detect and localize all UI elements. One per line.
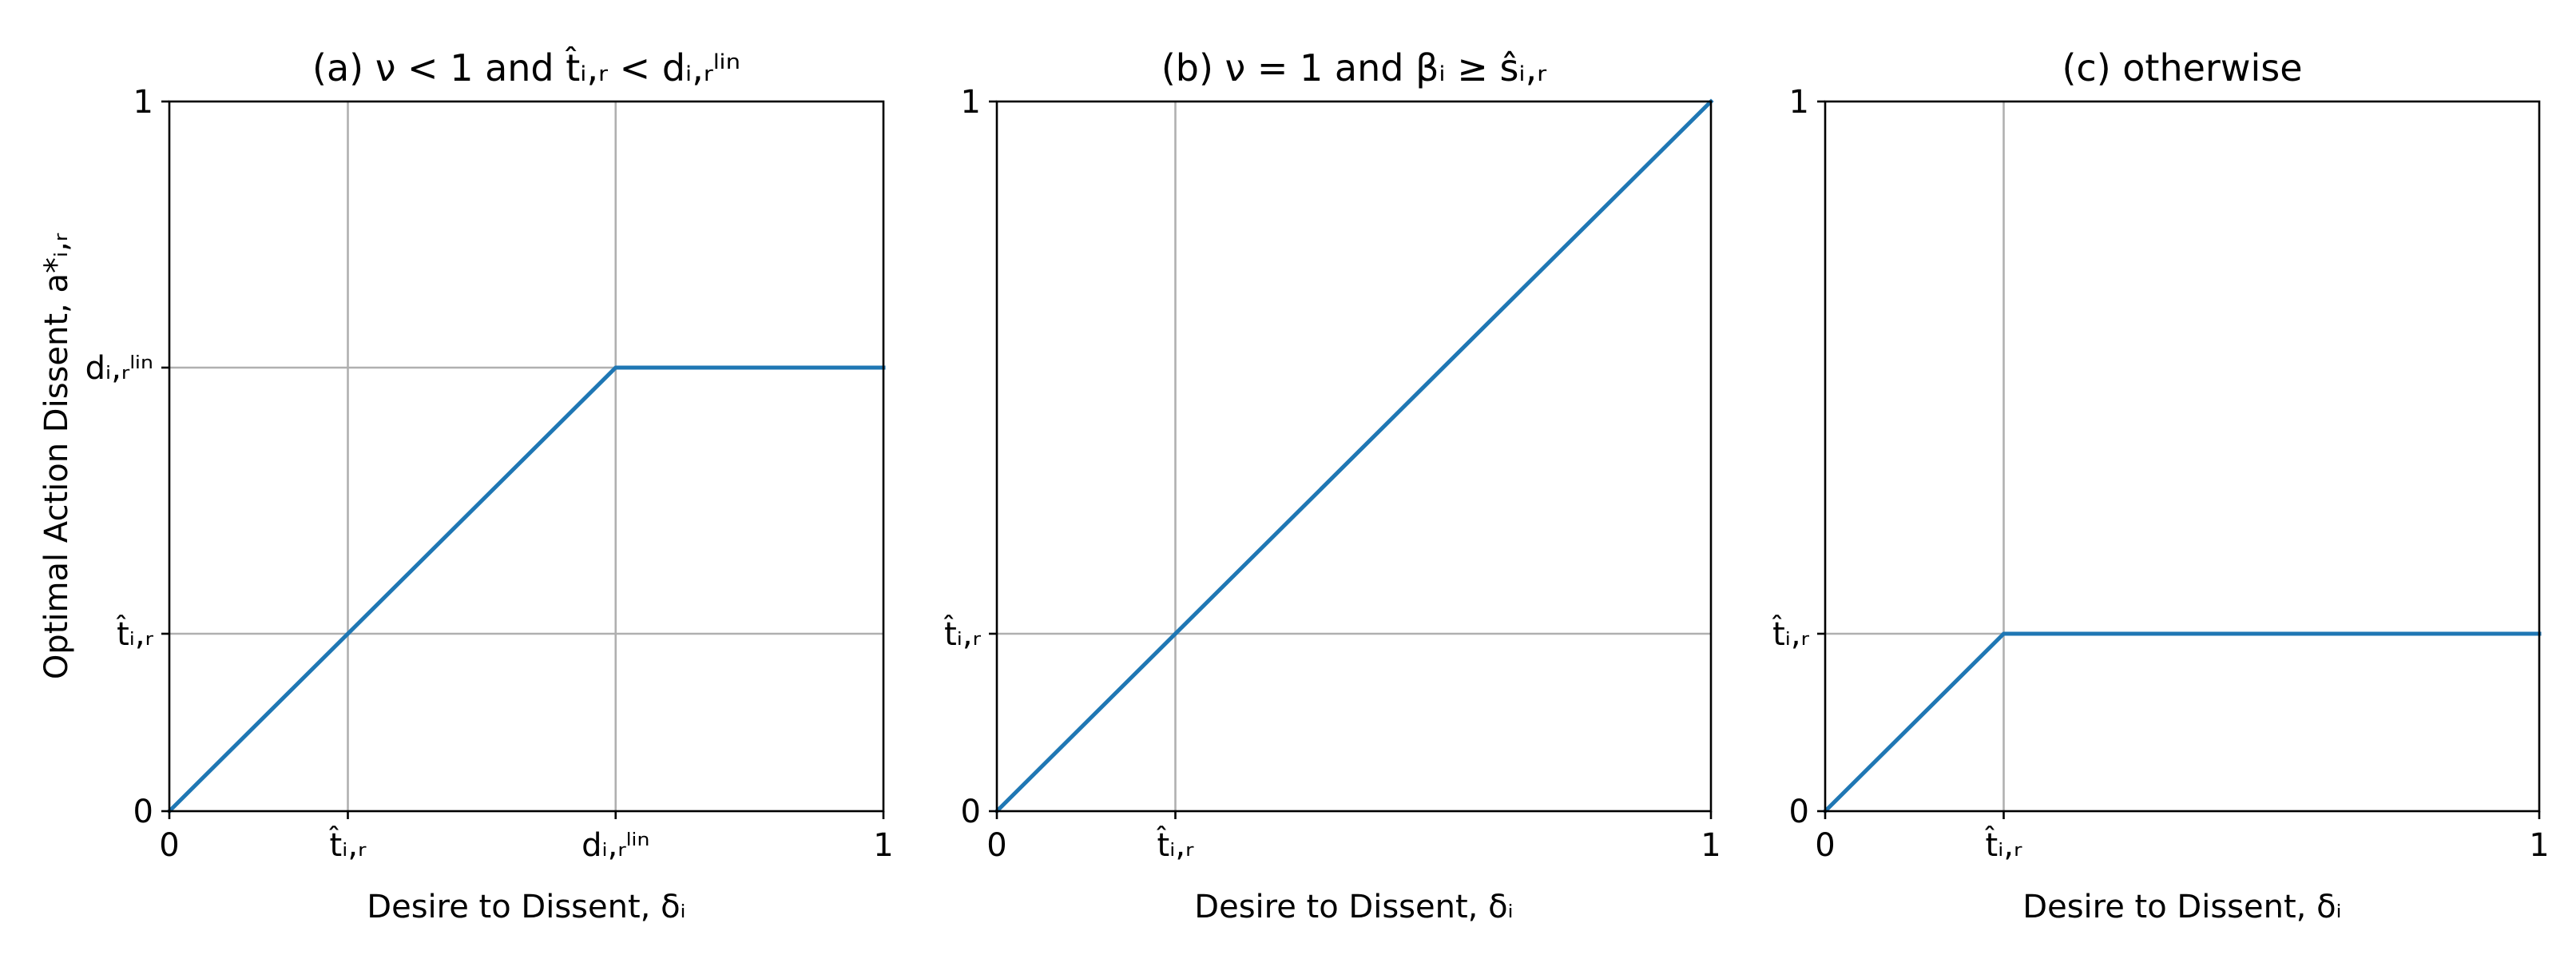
x-tick-label: 0 [986,827,1006,864]
chart-title: (b) ν = 1 and βᵢ ≥ ŝᵢ,ᵣ [1161,46,1546,90]
chart-panel-1: 0 t̂ᵢ,ᵣ dᵢ,ᵣˡⁱⁿ 1 0 t̂ᵢ,ᵣ dᵢ,ᵣˡⁱⁿ 1 (a) ν < 1 an… [38,46,894,925]
x-tick-label: 0 [159,827,179,864]
y-tick-label: t̂ᵢ,ᵣ [1772,615,1810,653]
y-tick-label: 1 [1789,84,1809,121]
x-tick-label: t̂ᵢ,ᵣ [1157,826,1194,864]
y-tick-label: 1 [133,84,153,121]
x-axis-label: Desire to Dissent, δᵢ [367,889,685,925]
chart-panel-3: 0 t̂ᵢ,ᵣ 1 0 t̂ᵢ,ᵣ 1 (c) otherwise Desire to Dis… [1772,46,2550,925]
chart-panel-2: 0 t̂ᵢ,ᵣ 1 0 t̂ᵢ,ᵣ 1 (b) ν = 1 and βᵢ ≥ ŝᵢ,ᵣ Des… [944,46,1721,925]
x-tick-label: t̂ᵢ,ᵣ [1985,826,2022,864]
y-tick-label: t̂ᵢ,ᵣ [944,615,982,653]
plot-frame [168,100,885,813]
x-tick-label: 0 [1815,827,1835,864]
x-tick-label: dᵢ,ᵣˡⁱⁿ [581,827,649,864]
chart-title: (c) otherwise [2062,46,2302,90]
x-tick-label: 1 [1701,827,1721,864]
y-tick-label: 0 [961,794,981,830]
series-line-1 [166,365,886,814]
y-tick-label: 0 [133,794,153,830]
y-axis-label: Optimal Action Dissent, a*ᵢ,ᵣ [38,233,75,679]
y-tick-label: 1 [961,84,981,121]
y-tick-label: 0 [1789,794,1809,830]
plot-frame [995,100,1713,813]
y-tick-label: t̂ᵢ,ᵣ [117,615,154,653]
y-tick-label: dᵢ,ᵣˡⁱⁿ [85,350,153,387]
plot-frame [1824,100,2541,813]
x-tick-label: t̂ᵢ,ᵣ [329,826,367,864]
x-tick-label: 1 [2529,827,2549,864]
chart-title: (a) ν < 1 and t̂ᵢ,ᵣ < dᵢ,ᵣˡⁱⁿ [312,46,740,90]
x-tick-label: 1 [873,827,893,864]
series-line-1 [994,98,1714,814]
x-axis-label: Desire to Dissent, δᵢ [2022,889,2341,925]
x-axis-label: Desire to Dissent, δᵢ [1194,889,1513,925]
series-line-1 [1822,631,2542,814]
